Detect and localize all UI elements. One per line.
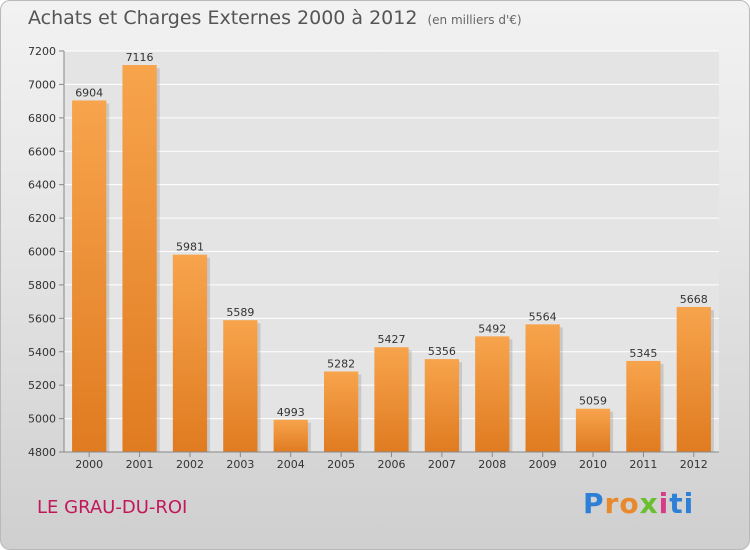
- x-tick-label: 2002: [176, 458, 204, 471]
- bar: [676, 306, 711, 452]
- x-tick-label: 2011: [629, 458, 657, 471]
- x-tick-label: 2009: [529, 458, 557, 471]
- bar: [323, 371, 359, 452]
- bar: [273, 419, 308, 452]
- data-label: 5427: [378, 333, 406, 346]
- bar: [122, 65, 157, 452]
- x-tick-label: 2003: [226, 458, 254, 471]
- data-label: 4993: [277, 406, 305, 419]
- y-tick-label: 6200: [28, 212, 56, 225]
- data-labels: 6904 7116 5981 5589 4993 5282 5427 5356 5492 5564…: [75, 51, 708, 419]
- y-tick-label: 5200: [28, 379, 56, 392]
- title-text: Achats et Charges Externes 2000 à 2012: [28, 7, 418, 29]
- data-label: 5564: [529, 310, 557, 323]
- data-label: 5981: [176, 241, 204, 254]
- y-tick-label: 7000: [28, 78, 56, 91]
- y-tick-label: 6400: [28, 179, 56, 192]
- bar: [475, 336, 510, 452]
- x-tick-label: 2001: [126, 458, 154, 471]
- proxiti-logo: Proxiti: [583, 487, 695, 520]
- data-label: 5282: [327, 357, 355, 370]
- bar: [223, 320, 258, 452]
- y-tick-label: 7200: [28, 45, 56, 58]
- x-axis-ticks: 2000 2001 2002 2003 2004 2005 2006 2007 2008 2009…: [75, 452, 708, 471]
- bar: [575, 408, 611, 452]
- x-tick-label: 2000: [75, 458, 103, 471]
- data-label: 5492: [478, 322, 506, 335]
- data-label: 5668: [680, 293, 708, 306]
- bar: [424, 359, 460, 452]
- bar: [374, 347, 409, 452]
- y-tick-label: 5600: [28, 312, 56, 325]
- y-tick-label: 6600: [28, 145, 56, 158]
- x-tick-label: 2004: [277, 458, 305, 471]
- bar: [172, 254, 208, 452]
- data-label: 5059: [579, 395, 607, 408]
- y-tick-label: 5400: [28, 346, 56, 359]
- x-tick-label: 2006: [378, 458, 406, 471]
- x-tick-label: 2012: [680, 458, 708, 471]
- data-label: 5345: [629, 347, 657, 360]
- bar: [72, 100, 107, 452]
- bar: [525, 324, 560, 452]
- bar: [626, 360, 661, 452]
- chart-title: Achats et Charges Externes 2000 à 2012 (e…: [28, 7, 522, 29]
- y-tick-label: 6800: [28, 112, 56, 125]
- y-tick-label: 6000: [28, 246, 56, 259]
- y-tick-label: 4800: [28, 446, 56, 459]
- commune-name: LE GRAU-DU-ROI: [37, 497, 188, 518]
- y-axis-ticks: 4800 5000 5200 5400 5600 5800 6000 6200 6400 6600…: [28, 45, 719, 459]
- data-label: 6904: [75, 86, 103, 99]
- unit-label: (en milliers d'€): [427, 13, 522, 27]
- x-tick-label: 2007: [428, 458, 456, 471]
- data-label: 5356: [428, 345, 456, 358]
- x-tick-label: 2005: [327, 458, 355, 471]
- y-tick-label: 5000: [28, 413, 56, 426]
- x-tick-label: 2010: [579, 458, 607, 471]
- x-tick-label: 2008: [478, 458, 506, 471]
- data-label: 7116: [126, 51, 154, 64]
- y-tick-label: 5800: [28, 279, 56, 292]
- data-label: 5589: [226, 306, 254, 319]
- bars: [72, 65, 714, 452]
